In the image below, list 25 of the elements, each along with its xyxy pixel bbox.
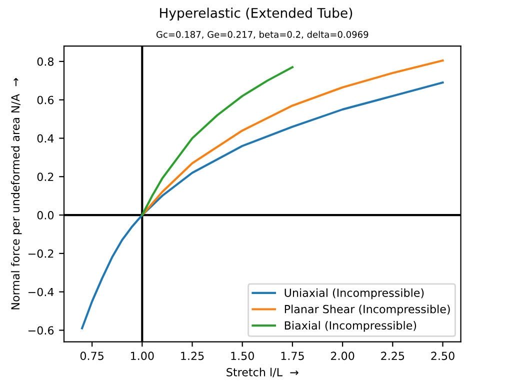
x-tick-label: 1.75 (281, 352, 304, 360)
line-series (141, 66, 294, 216)
y-tick-label: 0.6 (37, 96, 54, 104)
x-tick-label: 2.25 (381, 352, 404, 360)
y-tick-label: 0.0 (37, 211, 54, 220)
y-axis-title: Normal force per undeformed area N/A → (10, 78, 22, 310)
legend-label: Uniaxial (Incompressible) (284, 288, 424, 300)
x-tick-label: 1.50 (231, 352, 254, 360)
chart-subtitle: Gc=0.187, Ge=0.217, beta=0.2, delta=0.0969 (156, 30, 368, 39)
line-series (141, 59, 444, 216)
legend-label: Biaxial (Incompressible) (284, 321, 416, 332)
y-tick-label: 0.2 (37, 172, 54, 182)
y-tick-label: 0.8 (37, 57, 54, 66)
y-tick-label: −0.4 (28, 288, 54, 296)
x-tick-label: 0.75 (80, 352, 104, 360)
x-tick-label: 2.50 (431, 352, 454, 360)
x-axis-title: Stretch l/L → (226, 368, 298, 378)
y-tick-label: 0.4 (37, 134, 54, 143)
chart-title: Hyperelastic (Extended Tube) (160, 8, 352, 20)
x-tick-label: 2.00 (331, 352, 354, 360)
legend-label: Planar Shear (Incompressible) (284, 304, 450, 316)
y-tick-label: −0.6 (28, 326, 54, 335)
x-tick-label: 1.00 (131, 352, 154, 360)
y-tick-label: −0.2 (28, 249, 54, 258)
x-tick-label: 1.25 (181, 352, 204, 360)
